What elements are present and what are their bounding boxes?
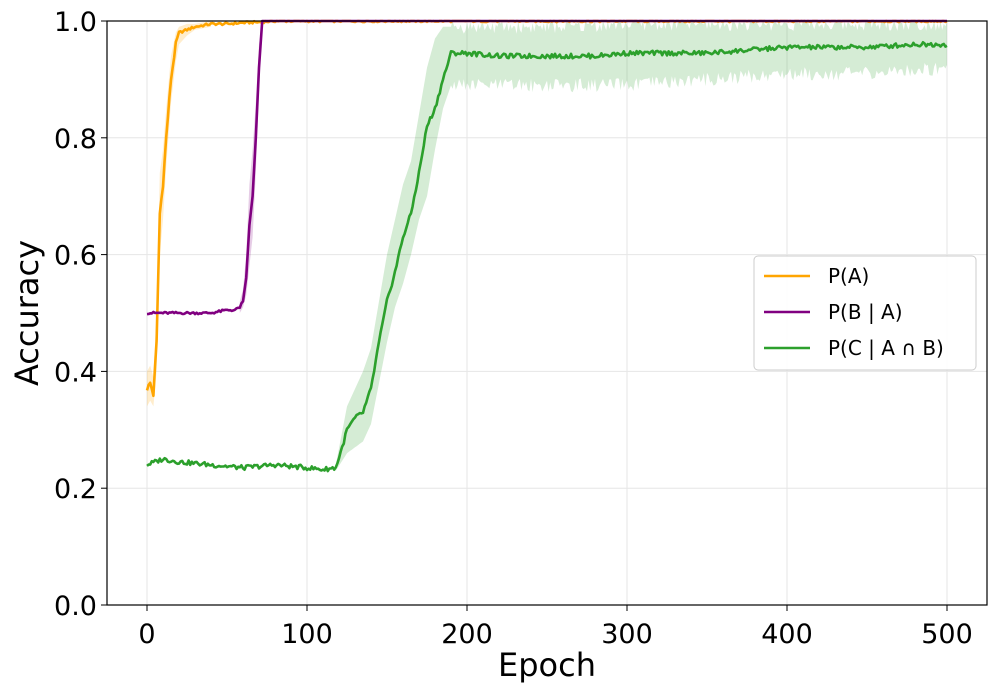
y-tick-label: 0.2 (54, 474, 97, 505)
x-tick-label: 200 (441, 619, 493, 650)
y-tick-label: 1.0 (54, 7, 97, 38)
legend-label: P(B | A) (828, 300, 903, 324)
x-tick-label: 100 (281, 619, 333, 650)
legend-label: P(C | A ∩ B) (828, 336, 944, 360)
x-axis-label: Epoch (498, 646, 596, 684)
plot-frame (106, 20, 988, 606)
legend-box (753, 255, 977, 371)
confidence-bands (147, 21, 947, 471)
series-line (146, 40, 948, 473)
y-tick-label: 0.6 (54, 241, 97, 272)
legend: P(A) P(B | A) P(C | A ∩ B) (753, 255, 977, 371)
y-tick-label: 0.8 (54, 124, 97, 155)
axis-ticks: 0 100 200 300 400 500 0.0 0.2 0.4 0.6 0.8 1.0 (54, 7, 973, 650)
y-axis-label: Accuracy (8, 240, 46, 386)
series-band (335, 21, 947, 471)
x-tick-label: 0 (138, 619, 155, 650)
series-lines (145, 19, 948, 473)
x-tick-label: 300 (601, 619, 653, 650)
y-tick-label: 0.4 (54, 357, 97, 388)
legend-label: P(A) (828, 264, 869, 288)
x-tick-label: 400 (761, 619, 813, 650)
x-tick-label: 500 (921, 619, 973, 650)
y-tick-label: 0.0 (54, 591, 97, 622)
